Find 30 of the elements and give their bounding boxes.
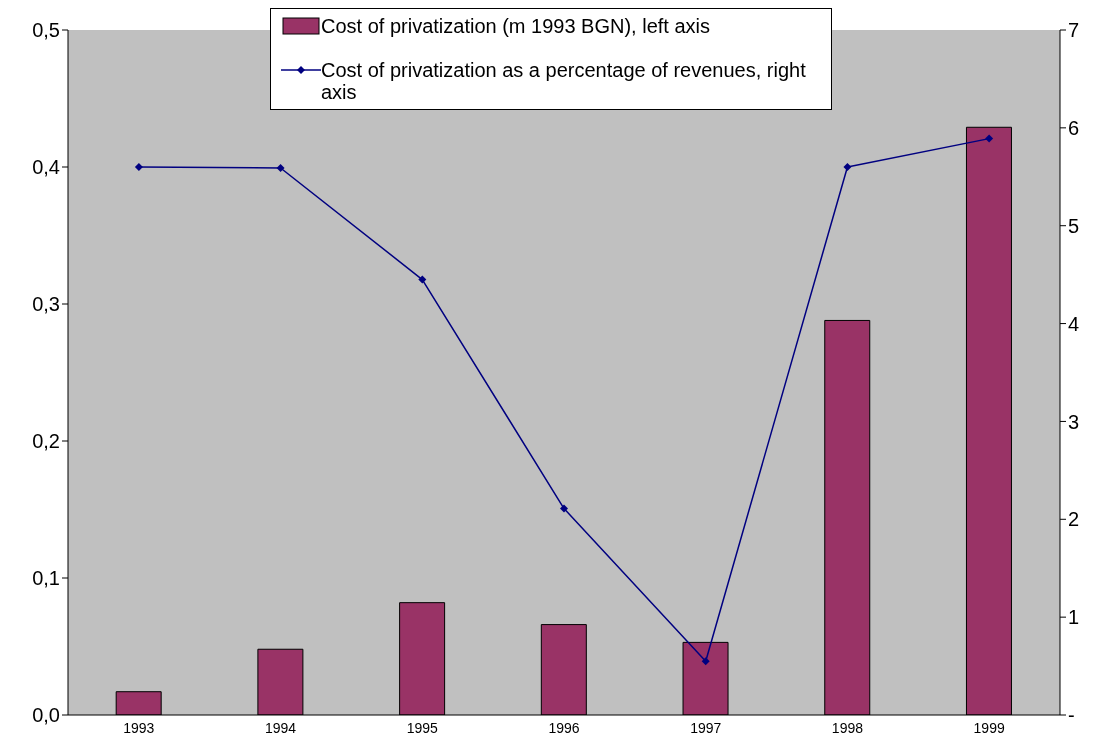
x-tick-label: 1999: [973, 719, 1005, 736]
y2-tick-label: 1: [1068, 606, 1080, 629]
point: [418, 275, 427, 284]
y2-tick-label: 6: [1068, 116, 1080, 139]
y-tick-label: 0,3: [32, 293, 60, 316]
point: [134, 163, 143, 171]
y-tick-label: 0,4: [32, 156, 60, 179]
y2-tick-label: 4: [1068, 312, 1080, 335]
y2-tick-label: 5: [1068, 214, 1080, 237]
y2-tick-label: -: [1068, 704, 1075, 727]
point: [985, 134, 994, 143]
point: [560, 504, 568, 513]
x-tick-label: 1998: [831, 719, 864, 736]
y-tick-label: 0,0: [32, 704, 60, 727]
point: [843, 163, 852, 171]
point: [276, 163, 285, 172]
y-tick-label: 0,2: [32, 430, 60, 453]
x-tick-label: 1996: [548, 719, 580, 736]
x-tick-label: 1995: [406, 719, 439, 736]
y2-tick-label: 2: [1068, 508, 1080, 531]
x-tick-label: 1993: [123, 719, 155, 736]
x-tick-label: 1997: [690, 719, 722, 736]
y2-tick-label: 7: [1068, 19, 1080, 42]
y-tick-label: 0,5: [32, 19, 60, 42]
y-tick-label: 0,1: [32, 567, 60, 590]
x-tick-label: 1994: [264, 719, 297, 736]
y2-tick-label: 3: [1068, 410, 1080, 433]
legend-label: Cost of privatization (m 1993 BGN), left axis: [321, 15, 711, 37]
point: [701, 657, 710, 666]
legend-label: Cost of privatization as a percentage of revenues, right axis: [321, 59, 807, 103]
